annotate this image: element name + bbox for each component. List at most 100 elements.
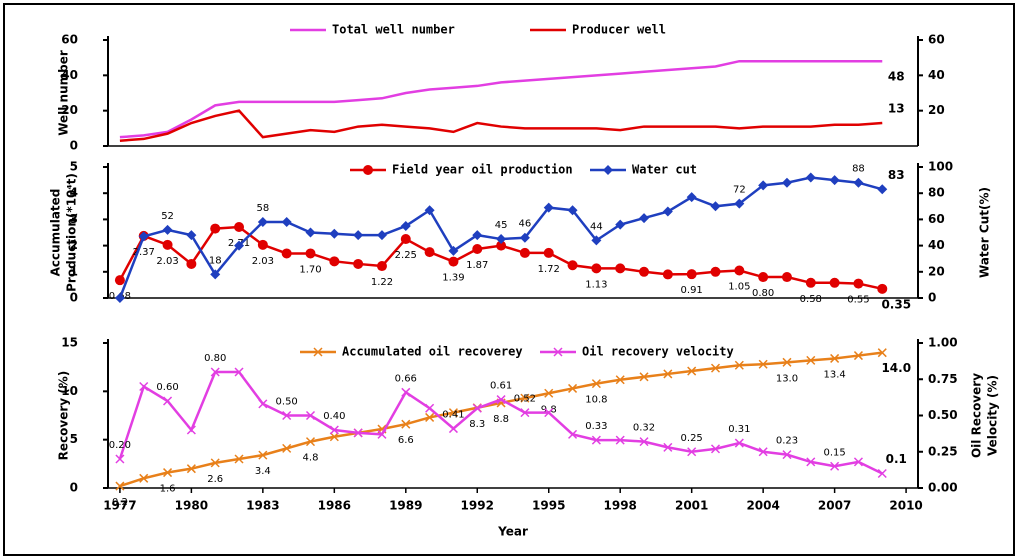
y-tick-label: 10 bbox=[61, 384, 78, 398]
point bbox=[305, 227, 316, 238]
point bbox=[305, 248, 316, 259]
point bbox=[400, 234, 411, 245]
point bbox=[353, 428, 363, 438]
point bbox=[877, 283, 888, 294]
point bbox=[639, 213, 650, 224]
value-label: 2.25 bbox=[395, 250, 417, 261]
y2-tick-label: 60 bbox=[928, 33, 945, 47]
value-label: 1.70 bbox=[299, 264, 321, 275]
point bbox=[567, 260, 578, 271]
y-tick-label: 20 bbox=[61, 103, 78, 117]
value-label: 0.60 bbox=[156, 382, 178, 393]
point bbox=[710, 266, 721, 277]
x-tick-label: 1983 bbox=[246, 499, 279, 513]
point bbox=[710, 201, 721, 212]
point bbox=[115, 454, 125, 464]
x-tick-label: 2007 bbox=[818, 499, 851, 513]
x-tick-label: 1989 bbox=[389, 499, 422, 513]
point bbox=[829, 175, 840, 186]
point bbox=[210, 269, 221, 280]
y-tick-label: 5 bbox=[70, 160, 78, 174]
frame bbox=[3, 3, 1015, 556]
value-label: 83 bbox=[888, 168, 905, 182]
point bbox=[543, 202, 554, 213]
value-label: 14.0 bbox=[881, 361, 911, 375]
point bbox=[448, 245, 459, 256]
y-tick-label: 2 bbox=[70, 238, 78, 252]
value-label: 0.52 bbox=[514, 394, 536, 405]
value-label: 2.37 bbox=[133, 247, 155, 258]
axis-title: Water Cut(%) bbox=[978, 187, 992, 278]
point bbox=[114, 275, 125, 286]
legend-marker bbox=[313, 347, 323, 357]
value-label: 2.03 bbox=[252, 256, 274, 267]
point bbox=[877, 348, 887, 358]
value-label: 0.15 bbox=[823, 447, 845, 458]
point bbox=[162, 239, 173, 250]
point bbox=[853, 457, 863, 467]
x-axis-title: Year bbox=[497, 525, 528, 539]
point bbox=[329, 425, 339, 435]
value-label: 0.33 bbox=[585, 421, 607, 432]
point bbox=[258, 399, 268, 409]
value-label: 0.50 bbox=[276, 397, 298, 408]
value-label: 58 bbox=[256, 203, 269, 214]
value-label: 0.66 bbox=[395, 373, 417, 384]
point bbox=[114, 293, 125, 303]
point bbox=[639, 372, 649, 382]
axis-title: Recovery (%) bbox=[57, 371, 71, 461]
point bbox=[830, 353, 840, 363]
point bbox=[234, 367, 244, 377]
legend-marker bbox=[363, 165, 373, 175]
value-label: 1.6 bbox=[160, 484, 176, 495]
series-line bbox=[119, 59, 883, 139]
point bbox=[782, 450, 792, 460]
point bbox=[234, 454, 244, 464]
point bbox=[210, 223, 221, 234]
value-label: 8.8 bbox=[493, 414, 509, 425]
point bbox=[829, 277, 840, 288]
x-tick-label: 2010 bbox=[889, 499, 922, 513]
x-tick-label: 2001 bbox=[675, 499, 708, 513]
point bbox=[758, 272, 769, 283]
x-tick-label: 1995 bbox=[532, 499, 565, 513]
point bbox=[186, 464, 196, 474]
y2-tick-label: 0.25 bbox=[928, 444, 958, 458]
point bbox=[329, 256, 340, 267]
point bbox=[639, 437, 649, 447]
value-label: 0.2 bbox=[112, 497, 128, 508]
point bbox=[186, 230, 197, 241]
point bbox=[710, 444, 721, 454]
point bbox=[115, 481, 125, 491]
value-label: 0.58 bbox=[800, 294, 822, 305]
value-label: 46 bbox=[519, 219, 532, 230]
y2-tick-label: 0.00 bbox=[928, 481, 958, 495]
point bbox=[258, 450, 268, 460]
point bbox=[686, 269, 697, 280]
value-label: 0.80 bbox=[752, 288, 774, 299]
point bbox=[853, 278, 864, 289]
point bbox=[520, 408, 530, 418]
y-tick-label: 0 bbox=[70, 291, 78, 305]
y2-tick-label: 0.75 bbox=[928, 372, 958, 386]
point bbox=[353, 258, 364, 269]
y-tick-label: 0 bbox=[70, 481, 78, 495]
point bbox=[377, 429, 387, 439]
legend-label: Producer well bbox=[572, 23, 666, 37]
point bbox=[257, 239, 268, 250]
value-label: 4.8 bbox=[303, 453, 319, 464]
value-label: 0.61 bbox=[490, 381, 512, 392]
legend-label: Field year oil production bbox=[392, 163, 573, 177]
y-tick-label: 3 bbox=[70, 212, 78, 226]
point bbox=[496, 240, 507, 251]
y-tick-label: 4 bbox=[70, 186, 78, 200]
value-label: 18 bbox=[209, 255, 222, 266]
point bbox=[758, 359, 768, 369]
point bbox=[781, 272, 792, 283]
point bbox=[853, 177, 864, 188]
x-tick-label: 1977 bbox=[103, 499, 136, 513]
point bbox=[663, 369, 673, 379]
y2-tick-label: 0 bbox=[928, 291, 936, 305]
point bbox=[448, 408, 458, 418]
